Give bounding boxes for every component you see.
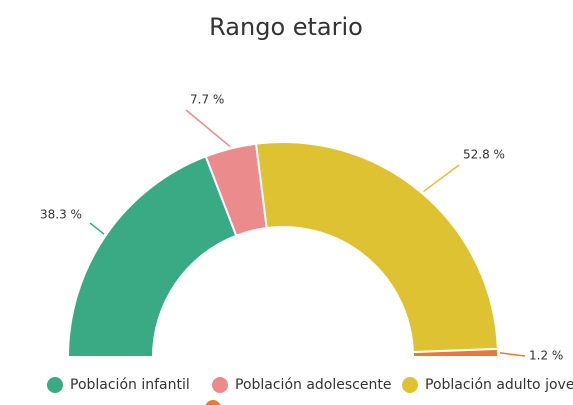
segment xyxy=(66,155,238,358)
value-label: 7.7 % xyxy=(190,93,224,107)
legend-label: Población infantil xyxy=(70,377,190,393)
legend-dot xyxy=(402,377,418,393)
value-label: 52.8 % xyxy=(463,148,505,162)
leader-line xyxy=(499,352,526,357)
legend-dot xyxy=(212,377,228,393)
leader-line xyxy=(89,222,105,235)
chart-title: Rango etario xyxy=(209,13,363,41)
leader-line xyxy=(422,164,460,193)
legend-label: Población adolescente xyxy=(235,377,391,393)
leader-line xyxy=(185,109,231,148)
legend-dot xyxy=(205,400,221,405)
legend-label: Población adulto joven xyxy=(425,377,573,393)
segment xyxy=(411,347,500,358)
legend-dot xyxy=(47,377,63,393)
value-label: 38.3 % xyxy=(40,208,82,222)
segment xyxy=(254,141,499,354)
value-label: 1.2 % xyxy=(529,349,563,363)
